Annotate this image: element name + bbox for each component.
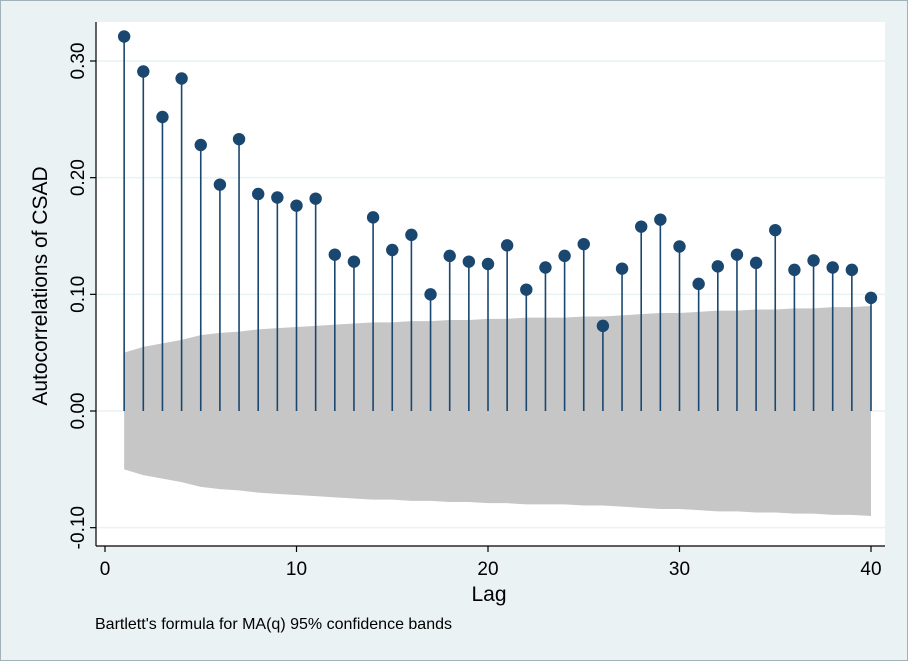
acf-point-lag-29 — [654, 213, 667, 226]
acf-point-lag-13 — [347, 255, 361, 268]
x-ticks: 0 10 20 30 40 — [100, 546, 882, 580]
acf-point-lag-36 — [788, 263, 801, 277]
acf-point-lag-8 — [252, 187, 265, 201]
acf-point-lag-33 — [730, 248, 744, 261]
acf-point-lag-14 — [366, 211, 380, 224]
acf-point-lag-34 — [749, 256, 763, 270]
acf-points — [117, 30, 878, 333]
acf-point-lag-19 — [462, 255, 476, 268]
acf-point-lag-37 — [807, 254, 820, 267]
acf-point-lag-17 — [424, 288, 437, 301]
x-axis-title: Lag — [471, 583, 506, 606]
y-tick-label-4: 0.30 — [68, 43, 89, 80]
acf-point-lag-26 — [596, 319, 610, 333]
chart-note: Bartlett's formula for MA(q) 95% confide… — [95, 616, 452, 633]
y-tick-label-3: 0.20 — [68, 159, 89, 196]
confidence-band-area — [124, 306, 871, 516]
acf-point-lag-18 — [443, 249, 456, 263]
y-tick-label-2: 0.10 — [68, 276, 89, 313]
axes — [95, 22, 885, 547]
acf-point-lag-28 — [635, 220, 648, 233]
acf-point-lag-40 — [864, 291, 878, 305]
stems — [123, 36, 872, 411]
x-tick-label-1: 10 — [286, 559, 307, 580]
acf-point-lag-5 — [194, 138, 207, 152]
y-tick-label-0: -0.10 — [68, 506, 89, 549]
acf-point-lag-22 — [520, 283, 533, 296]
acf-point-lag-23 — [539, 261, 552, 274]
confidence-band — [124, 306, 871, 516]
acf-point-lag-4 — [175, 72, 188, 85]
acf-point-lag-9 — [271, 191, 284, 204]
acf-point-lag-30 — [673, 240, 686, 253]
acf-point-lag-6 — [213, 178, 227, 191]
x-tick-label-0: 0 — [100, 559, 111, 580]
acf-point-lag-32 — [711, 260, 724, 273]
acf-point-lag-27 — [615, 262, 629, 275]
acf-point-lag-10 — [290, 199, 303, 212]
acf-point-lag-25 — [577, 237, 590, 251]
acf-point-lag-39 — [845, 263, 859, 277]
acf-point-lag-38 — [826, 261, 839, 274]
x-tick-label-4: 40 — [860, 559, 881, 580]
acf-point-lag-11 — [309, 192, 322, 205]
acf-point-lag-31 — [692, 277, 705, 291]
acf-point-lag-1 — [117, 30, 131, 43]
acf-point-lag-16 — [405, 228, 418, 242]
acf-point-lag-12 — [328, 248, 341, 261]
acf-point-lag-2 — [137, 65, 150, 78]
acf-point-lag-15 — [386, 243, 399, 257]
y-tick-label-1: 0.00 — [68, 393, 89, 430]
acf-point-lag-7 — [232, 132, 246, 146]
acf-point-lag-21 — [500, 239, 514, 252]
x-tick-label-2: 20 — [477, 559, 498, 580]
acf-point-lag-20 — [481, 257, 495, 271]
y-axis-title: Autocorrelations of CSAD — [29, 166, 52, 405]
acf-point-lag-3 — [156, 110, 169, 124]
y-ticks: -0.10 0.00 0.10 0.20 0.30 — [68, 43, 96, 549]
x-tick-label-3: 30 — [669, 559, 690, 580]
acf-point-lag-35 — [769, 223, 782, 237]
acf-point-lag-24 — [558, 249, 571, 263]
